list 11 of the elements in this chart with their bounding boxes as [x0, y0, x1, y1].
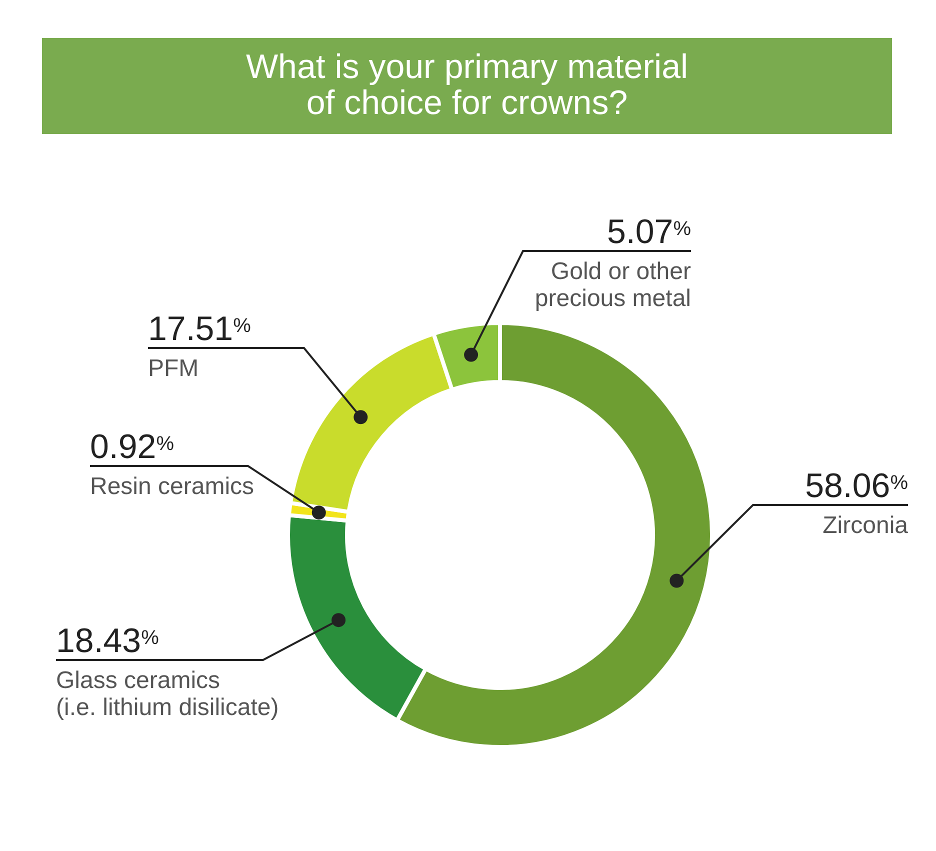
slice-label: Resin ceramics: [90, 473, 254, 500]
slice-label: Gold or other precious metal: [534, 258, 692, 312]
slice-label: Zirconia: [822, 512, 909, 539]
slice-label: PFM: [148, 355, 199, 382]
data-label: 18.43$^{%}$: [56, 622, 160, 660]
data-label: 17.51$^{%}$: [148, 310, 252, 348]
data-label: 0.92$^{%}$: [90, 428, 174, 466]
data-label: 58.06$^{%}$: [805, 467, 908, 505]
data-label: 5.07$^{%}$: [607, 213, 692, 251]
chart-title: What is your primary material of choice for crowns?: [246, 48, 688, 122]
slice-label: Glass ceramics (i.e. lithium disilicate): [56, 667, 279, 721]
